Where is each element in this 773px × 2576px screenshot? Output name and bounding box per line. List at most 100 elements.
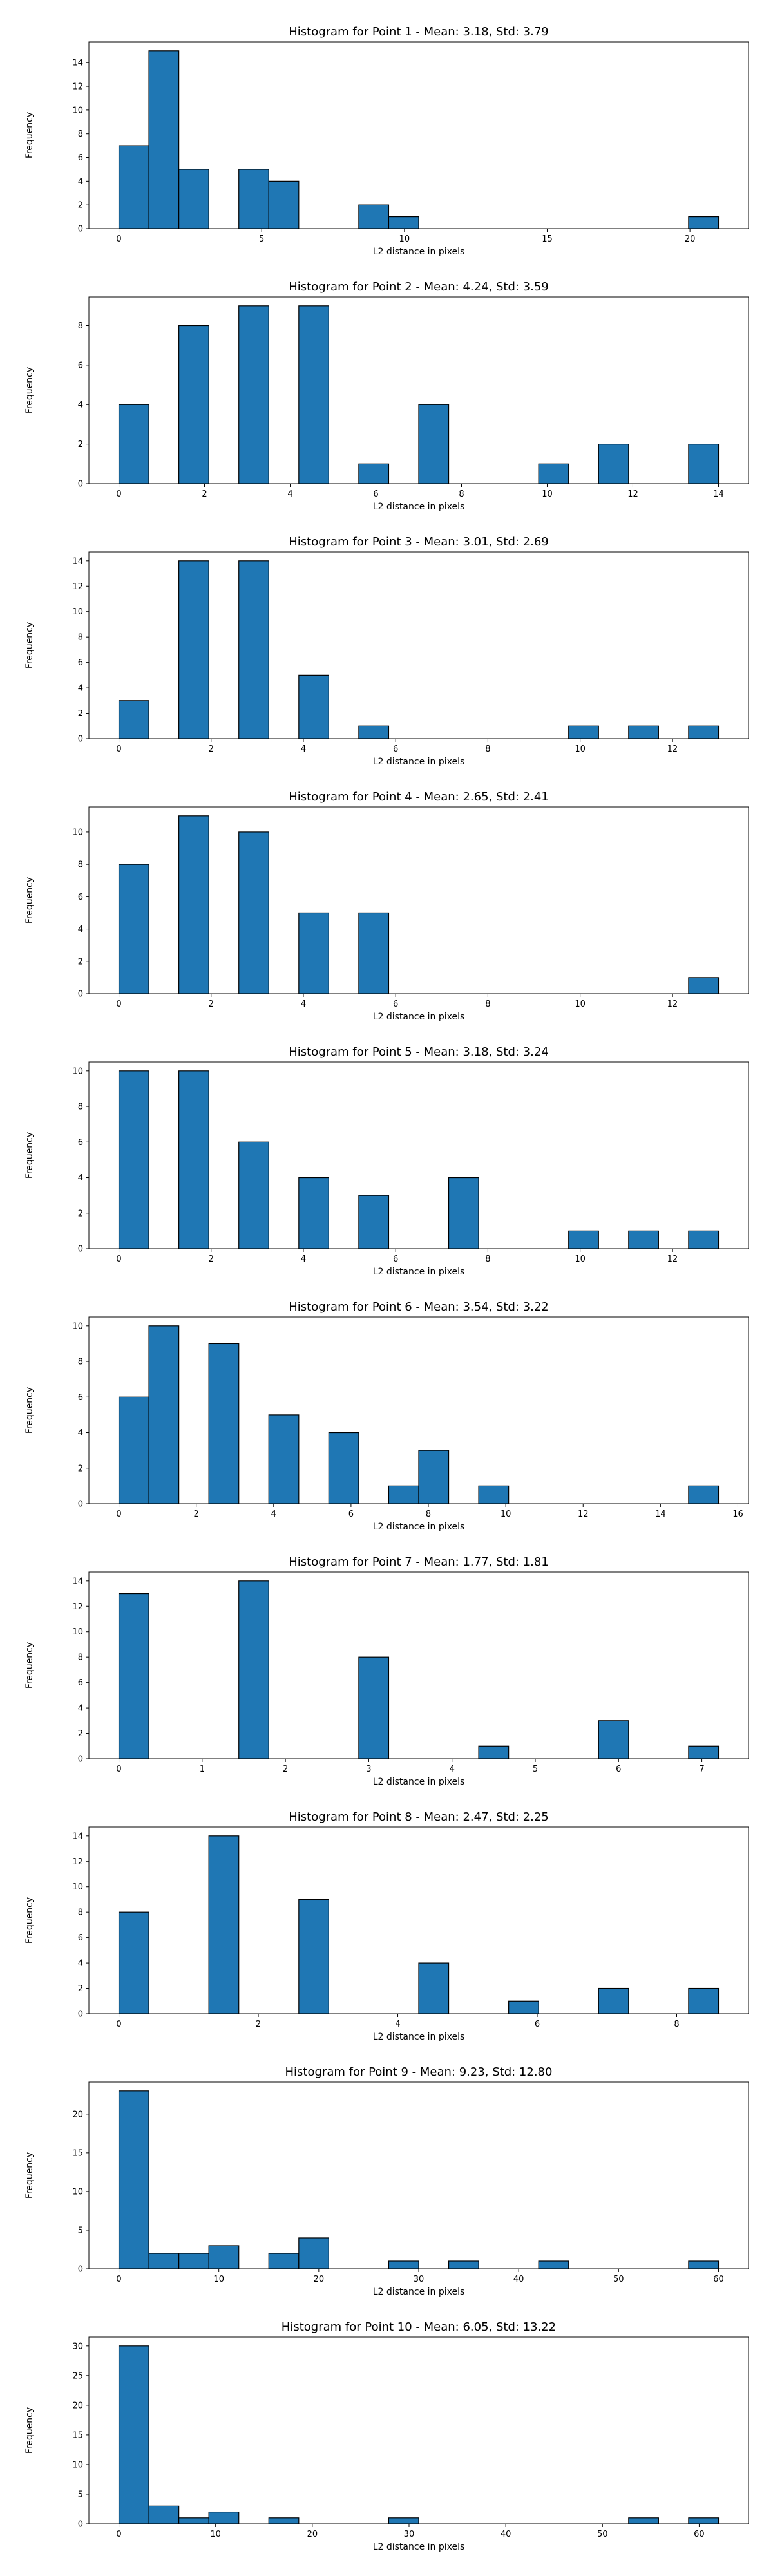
x-tick-label: 8 xyxy=(459,489,464,499)
histogram-panel-3: Histogram for Point 3 - Mean: 3.01, Std:… xyxy=(0,535,773,791)
histogram-bar xyxy=(208,1835,240,2014)
y-axis-label: Frequency xyxy=(24,1897,35,1944)
y-tick-label: 6 xyxy=(78,893,83,902)
x-tick-label: 0 xyxy=(116,489,121,499)
y-tick-label: 6 xyxy=(78,1933,83,1943)
y-tick-label: 8 xyxy=(78,321,83,331)
histogram-bar xyxy=(388,1485,419,1504)
x-tick-label: 2 xyxy=(209,744,214,754)
y-axis-label: Frequency xyxy=(24,1132,35,1179)
y-tick-label: 0 xyxy=(78,2010,83,2020)
y-tick-label: 2 xyxy=(78,1984,83,1994)
y-tick-label: 0 xyxy=(78,2520,83,2530)
x-tick-label: 0 xyxy=(116,999,121,1009)
histogram-bar xyxy=(328,1432,359,1504)
y-tick-label: 0 xyxy=(78,1500,83,1510)
y-tick-label: 4 xyxy=(78,177,83,187)
y-tick-label: 4 xyxy=(78,1959,83,1969)
histogram-bar xyxy=(118,864,149,994)
x-tick-label: 6 xyxy=(393,744,398,754)
x-tick-label: 2 xyxy=(202,489,207,499)
x-tick-label: 6 xyxy=(616,1765,621,1774)
histogram-bar xyxy=(418,404,450,484)
histogram-bar xyxy=(118,2345,149,2524)
x-tick-label: 60 xyxy=(713,2275,724,2284)
x-tick-label: 0 xyxy=(116,2275,121,2284)
y-tick-label: 14 xyxy=(72,1832,83,1841)
plot-frame xyxy=(88,296,749,484)
x-axis-label: L2 distance in pixels xyxy=(373,1267,465,1277)
x-tick-label: 8 xyxy=(674,2020,679,2029)
y-tick-label: 4 xyxy=(78,684,83,694)
x-tick-label: 12 xyxy=(667,999,678,1009)
x-tick-label: 10 xyxy=(213,2275,224,2284)
x-tick-label: 3 xyxy=(366,1765,371,1774)
histogram-bar xyxy=(268,2253,300,2269)
x-axis-label: L2 distance in pixels xyxy=(373,1777,465,1787)
histogram-bar xyxy=(538,463,569,484)
histogram-bar xyxy=(268,2517,300,2524)
histogram-bar xyxy=(538,2260,569,2269)
x-tick-label: 4 xyxy=(395,2020,400,2029)
x-tick-label: 1 xyxy=(200,1765,205,1774)
histogram-panel-6: Histogram for Point 6 - Mean: 3.54, Std:… xyxy=(0,1300,773,1556)
histogram-bar xyxy=(178,2517,209,2524)
histogram-bar xyxy=(358,204,390,229)
x-tick-label: 8 xyxy=(426,1510,431,1519)
y-tick-label: 14 xyxy=(72,1577,83,1586)
y-axis-label: Frequency xyxy=(24,1642,35,1689)
x-tick-label: 6 xyxy=(393,1255,398,1264)
y-tick-label: 10 xyxy=(72,1321,83,1331)
histogram-bar xyxy=(148,2253,180,2269)
x-tick-label: 10 xyxy=(575,999,586,1009)
histogram-svg: Histogram for Point 1 - Mean: 3.18, Std:… xyxy=(24,25,749,257)
y-tick-label: 0 xyxy=(78,1755,83,1765)
histogram-panel-9: Histogram for Point 9 - Mean: 9.23, Std:… xyxy=(0,2065,773,2321)
x-tick-label: 7 xyxy=(699,1765,704,1774)
x-tick-label: 30 xyxy=(404,2530,415,2539)
histogram-bar xyxy=(388,2517,419,2524)
histogram-bar xyxy=(208,1343,240,1504)
histogram-panel-8: Histogram for Point 8 - Mean: 2.47, Std:… xyxy=(0,1810,773,2066)
histogram-bar xyxy=(298,912,329,994)
chart-title: Histogram for Point 10 - Mean: 6.05, Std… xyxy=(282,2320,556,2334)
x-tick-label: 40 xyxy=(501,2530,511,2539)
x-tick-label: 5 xyxy=(259,234,264,244)
x-tick-label: 10 xyxy=(210,2530,221,2539)
x-tick-label: 20 xyxy=(307,2530,318,2539)
x-tick-label: 6 xyxy=(535,2020,540,2029)
x-tick-label: 5 xyxy=(533,1765,538,1774)
histogram-svg: Histogram for Point 7 - Mean: 1.77, Std:… xyxy=(24,1555,749,1787)
histogram-bar xyxy=(688,1745,720,1759)
histogram-bar xyxy=(688,1230,720,1249)
histogram-bar xyxy=(238,1141,269,1249)
histogram-bar xyxy=(238,560,269,739)
y-tick-label: 20 xyxy=(72,2401,83,2410)
chart-title: Histogram for Point 1 - Mean: 3.18, Std:… xyxy=(289,25,549,39)
plot-frame xyxy=(88,1061,749,1249)
x-tick-label: 10 xyxy=(501,1510,511,1519)
histogram-bar xyxy=(238,169,269,229)
histogram-bar xyxy=(298,1899,329,2014)
y-tick-label: 4 xyxy=(78,1428,83,1438)
histogram-bar xyxy=(598,444,629,484)
histogram-bar xyxy=(118,1911,149,2014)
y-tick-label: 2 xyxy=(78,201,83,211)
histogram-bar xyxy=(628,2517,659,2524)
histogram-bar xyxy=(298,1177,329,1249)
histogram-bar xyxy=(118,700,149,739)
y-tick-label: 2 xyxy=(78,1209,83,1218)
y-tick-label: 12 xyxy=(72,82,83,92)
y-tick-label: 2 xyxy=(78,1729,83,1739)
plot-frame xyxy=(88,2336,749,2524)
plot-frame xyxy=(88,1316,749,1504)
x-tick-label: 8 xyxy=(485,1255,490,1264)
histogram-bar xyxy=(358,463,390,484)
y-tick-label: 0 xyxy=(78,990,83,999)
chart-title: Histogram for Point 3 - Mean: 3.01, Std:… xyxy=(289,535,549,549)
y-tick-label: 10 xyxy=(72,828,83,837)
x-tick-label: 40 xyxy=(513,2275,524,2284)
x-tick-label: 12 xyxy=(627,489,638,499)
plot-frame xyxy=(88,41,749,229)
